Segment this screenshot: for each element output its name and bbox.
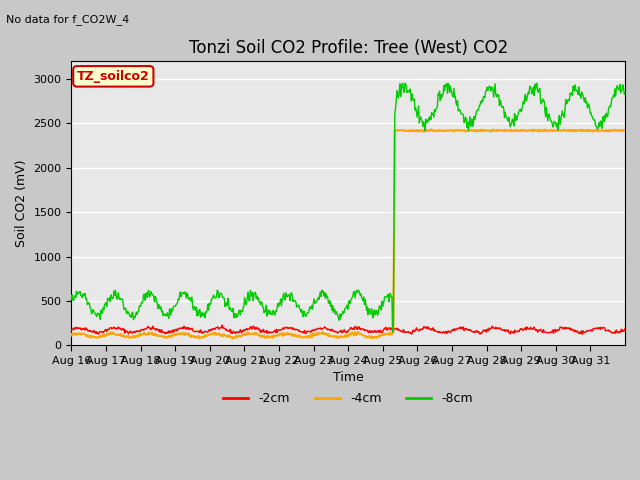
Title: Tonzi Soil CO2 Profile: Tree (West) CO2: Tonzi Soil CO2 Profile: Tree (West) CO2	[189, 39, 508, 57]
Y-axis label: Soil CO2 (mV): Soil CO2 (mV)	[15, 159, 28, 247]
X-axis label: Time: Time	[333, 371, 364, 384]
Text: TZ_soilco2: TZ_soilco2	[77, 70, 150, 83]
Legend: -2cm, -4cm, -8cm: -2cm, -4cm, -8cm	[218, 387, 478, 410]
Text: No data for f_CO2W_4: No data for f_CO2W_4	[6, 14, 130, 25]
